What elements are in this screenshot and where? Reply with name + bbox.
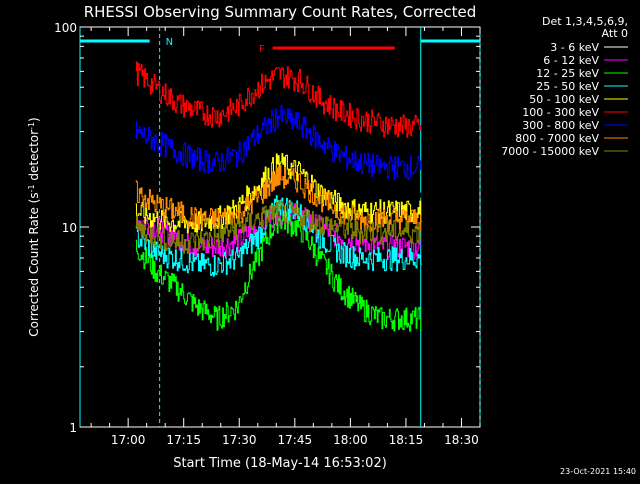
footer-timestamp: 23-Oct-2021 15:40 (560, 467, 636, 476)
legend-entry-label: 50 - 100 keV (529, 93, 599, 106)
y-axis-label: Corrected Count Rate (s-1 detector-1) (27, 117, 42, 336)
x-tick-label: 18:00 (333, 433, 368, 447)
night-marker-label: N (166, 37, 173, 48)
y-axis-label-part: detector (27, 130, 41, 185)
observing-markers: NF (80, 37, 480, 55)
y-tick-label: 100 (54, 21, 77, 35)
series-line-0 (135, 172, 422, 221)
legend-entry-label: 3 - 6 keV (550, 41, 599, 54)
y-axis-label-part: -1 (27, 184, 36, 192)
legend-entry-label: 100 - 300 keV (522, 106, 599, 119)
y-tick-label: 1 (69, 421, 77, 435)
x-tick-label: 18:15 (389, 433, 424, 447)
x-tick-label: 17:45 (278, 433, 313, 447)
y-tick-label: 10 (62, 221, 77, 235)
legend-entry-label: 7000 - 15000 keV (501, 145, 599, 158)
y-axis-label-part: ) (27, 117, 41, 122)
legend-entry-label: 6 - 12 keV (543, 54, 599, 67)
y-axis-label-part: -1 (27, 122, 36, 130)
x-tick-label: 17:15 (166, 433, 201, 447)
legend-entry-label: 300 - 800 keV (522, 119, 599, 132)
legend-entry-label: 800 - 7000 keV (515, 132, 599, 145)
y-axis-label-part: Corrected Count Rate (s (27, 192, 41, 336)
x-tick-label: 17:30 (222, 433, 257, 447)
flare-marker-label: F (259, 44, 265, 55)
y-axis: 1 10 100 (54, 21, 480, 435)
series-layer (135, 61, 422, 332)
series-line-6 (135, 104, 422, 181)
legend-header-line: Att 0 (602, 27, 628, 40)
x-tick-label: 17:00 (111, 433, 146, 447)
x-tick-label: 18:30 (444, 433, 479, 447)
legend-entry-label: 12 - 25 keV (536, 67, 599, 80)
legend-entry-label: 25 - 50 keV (536, 80, 599, 93)
legend-header-line: Det 1,3,4,5,6,9, (542, 15, 628, 28)
x-axis: 17:00 17:15 17:30 17:45 18:00 18:15 18:30 (90, 27, 481, 447)
series-line-5 (135, 61, 422, 138)
series-line-8 (135, 199, 422, 254)
x-axis-label: Start Time (18-May-14 16:53:02) (173, 456, 387, 471)
chart-title: RHESSI Observing Summary Count Rates, Co… (84, 3, 477, 21)
